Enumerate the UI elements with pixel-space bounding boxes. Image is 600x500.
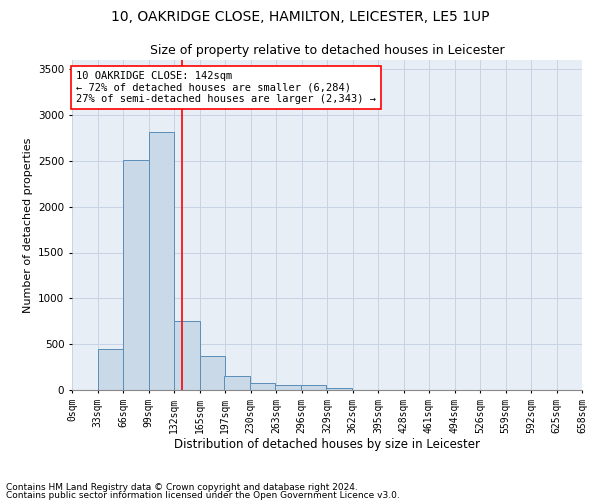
Text: 10 OAKRIDGE CLOSE: 142sqm
← 72% of detached houses are smaller (6,284)
27% of se: 10 OAKRIDGE CLOSE: 142sqm ← 72% of detac… <box>76 71 376 104</box>
X-axis label: Distribution of detached houses by size in Leicester: Distribution of detached houses by size … <box>174 438 480 452</box>
Bar <box>250 382 275 390</box>
Bar <box>275 384 301 390</box>
Bar <box>199 356 225 390</box>
Bar <box>174 322 199 390</box>
Bar <box>97 349 123 390</box>
Text: Contains public sector information licensed under the Open Government Licence v3: Contains public sector information licen… <box>6 490 400 500</box>
Title: Size of property relative to detached houses in Leicester: Size of property relative to detached ho… <box>149 44 505 58</box>
Bar <box>149 132 174 390</box>
Text: 10, OAKRIDGE CLOSE, HAMILTON, LEICESTER, LE5 1UP: 10, OAKRIDGE CLOSE, HAMILTON, LEICESTER,… <box>111 10 489 24</box>
Bar <box>301 384 326 390</box>
Text: Contains HM Land Registry data © Crown copyright and database right 2024.: Contains HM Land Registry data © Crown c… <box>6 484 358 492</box>
Bar <box>326 388 352 390</box>
Y-axis label: Number of detached properties: Number of detached properties <box>23 138 32 312</box>
Bar <box>123 160 149 390</box>
Bar <box>224 376 250 390</box>
